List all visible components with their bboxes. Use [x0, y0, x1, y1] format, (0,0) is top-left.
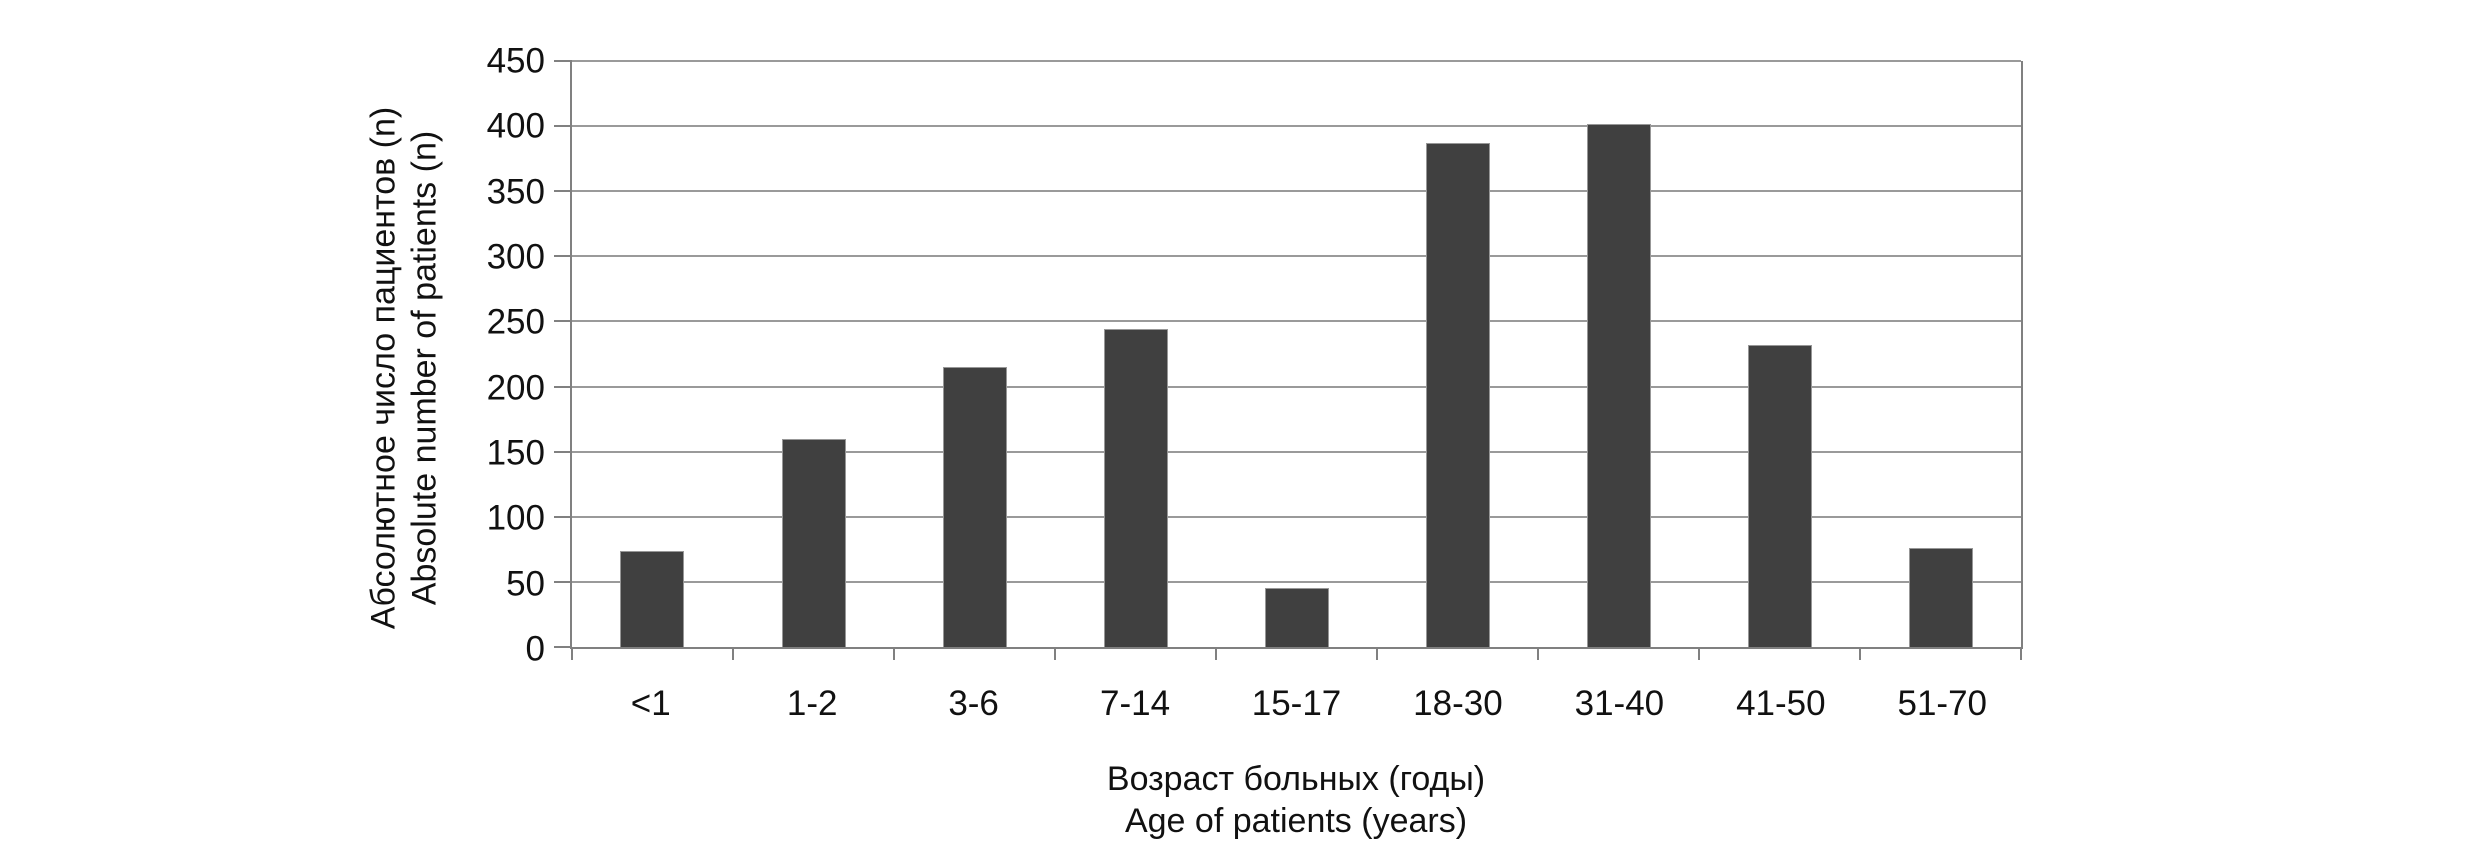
- y-axis-tick-mark-100: [554, 515, 572, 518]
- x-axis-tick-mark-9: [2020, 647, 2022, 660]
- y-axis-tick-mark-350: [554, 190, 572, 193]
- bar-<1: [620, 550, 685, 647]
- x-tick-label-<1: <1: [630, 684, 671, 723]
- y-tick-label-400: 400: [486, 106, 545, 146]
- gridline-200: [572, 385, 2021, 388]
- bar-15-17: [1264, 588, 1329, 647]
- y-axis-tick-labels: 0 50 100 150 200 250 300 350 400 450: [408, 44, 545, 667]
- x-axis-tick-mark-3: [1054, 647, 1056, 660]
- y-axis-tick-mark-250: [554, 320, 572, 323]
- y-axis-tick-mark-50: [554, 580, 572, 583]
- x-axis-tick-mark-5: [1376, 647, 1378, 660]
- y-axis-tick-mark-450: [554, 60, 572, 62]
- bar-7-14: [1103, 329, 1168, 647]
- gridline-250: [572, 320, 2021, 323]
- x-tick-label-1-2: 1-2: [786, 684, 838, 723]
- x-tick-label-7-14: 7-14: [1100, 684, 1171, 723]
- y-tick-label-0: 0: [525, 629, 545, 669]
- gridline-50: [572, 580, 2021, 583]
- x-tick-label-3-6: 3-6: [948, 684, 999, 723]
- y-axis-tick-mark-150: [554, 450, 572, 453]
- y-tick-label-100: 100: [486, 498, 545, 538]
- x-axis-title: Возраст больных (годы) Age of patients (…: [1107, 758, 1485, 842]
- y-axis-tick-mark-200: [554, 385, 572, 388]
- x-tick-label-31-40: 31-40: [1574, 684, 1665, 723]
- y-axis-title-ru: Абсолютное число пациентов (n): [364, 106, 403, 630]
- y-tick-label-350: 350: [486, 172, 545, 212]
- bar-1-2: [781, 438, 846, 647]
- x-axis-tick-mark-6: [1537, 647, 1539, 660]
- x-axis-tick-mark-8: [1858, 647, 1861, 660]
- y-tick-label-50: 50: [506, 564, 545, 604]
- gridline-100: [572, 515, 2021, 518]
- x-axis-tick-mark-2: [892, 647, 895, 660]
- x-axis-tick-mark-4: [1214, 647, 1217, 660]
- y-tick-label-200: 200: [486, 368, 545, 408]
- x-axis-tick-mark-0: [571, 647, 573, 660]
- bar-3-6: [942, 367, 1007, 647]
- x-axis-title-en: Age of patients (years): [1124, 802, 1468, 841]
- y-axis-tick-mark-300: [554, 255, 572, 258]
- bar-41-50: [1747, 344, 1812, 647]
- gridline-350: [572, 190, 2021, 193]
- bar-18-30: [1425, 143, 1490, 647]
- gridline-400: [572, 125, 2021, 128]
- x-tick-label-41-50: 41-50: [1736, 684, 1826, 723]
- y-tick-label-150: 150: [486, 433, 545, 473]
- bar-51-70: [1908, 548, 1973, 647]
- x-axis-tick-labels: <1 1-2 3-6 7-14 15-17 18-30 31-40 41-50 51-70: [570, 686, 2023, 730]
- y-axis-tick-mark-0: [554, 646, 572, 648]
- bar-31-40: [1586, 123, 1651, 647]
- x-axis-tick-mark-1: [731, 647, 734, 660]
- x-tick-label-15-17: 15-17: [1251, 684, 1342, 723]
- gridline-150: [572, 450, 2021, 453]
- gridline-450: [572, 60, 2021, 62]
- y-tick-label-450: 450: [486, 41, 545, 81]
- y-tick-label-250: 250: [486, 302, 545, 342]
- x-tick-label-18-30: 18-30: [1413, 684, 1503, 723]
- x-axis-title-ru: Возраст больных (годы): [1106, 760, 1486, 798]
- y-axis-tick-mark-400: [554, 125, 572, 128]
- x-tick-label-51-70: 51-70: [1897, 684, 1988, 723]
- x-axis-tick-mark-7: [1698, 647, 1700, 660]
- plot-area: [554, 60, 2023, 660]
- y-tick-label-300: 300: [486, 237, 545, 277]
- gridline-300: [572, 255, 2021, 258]
